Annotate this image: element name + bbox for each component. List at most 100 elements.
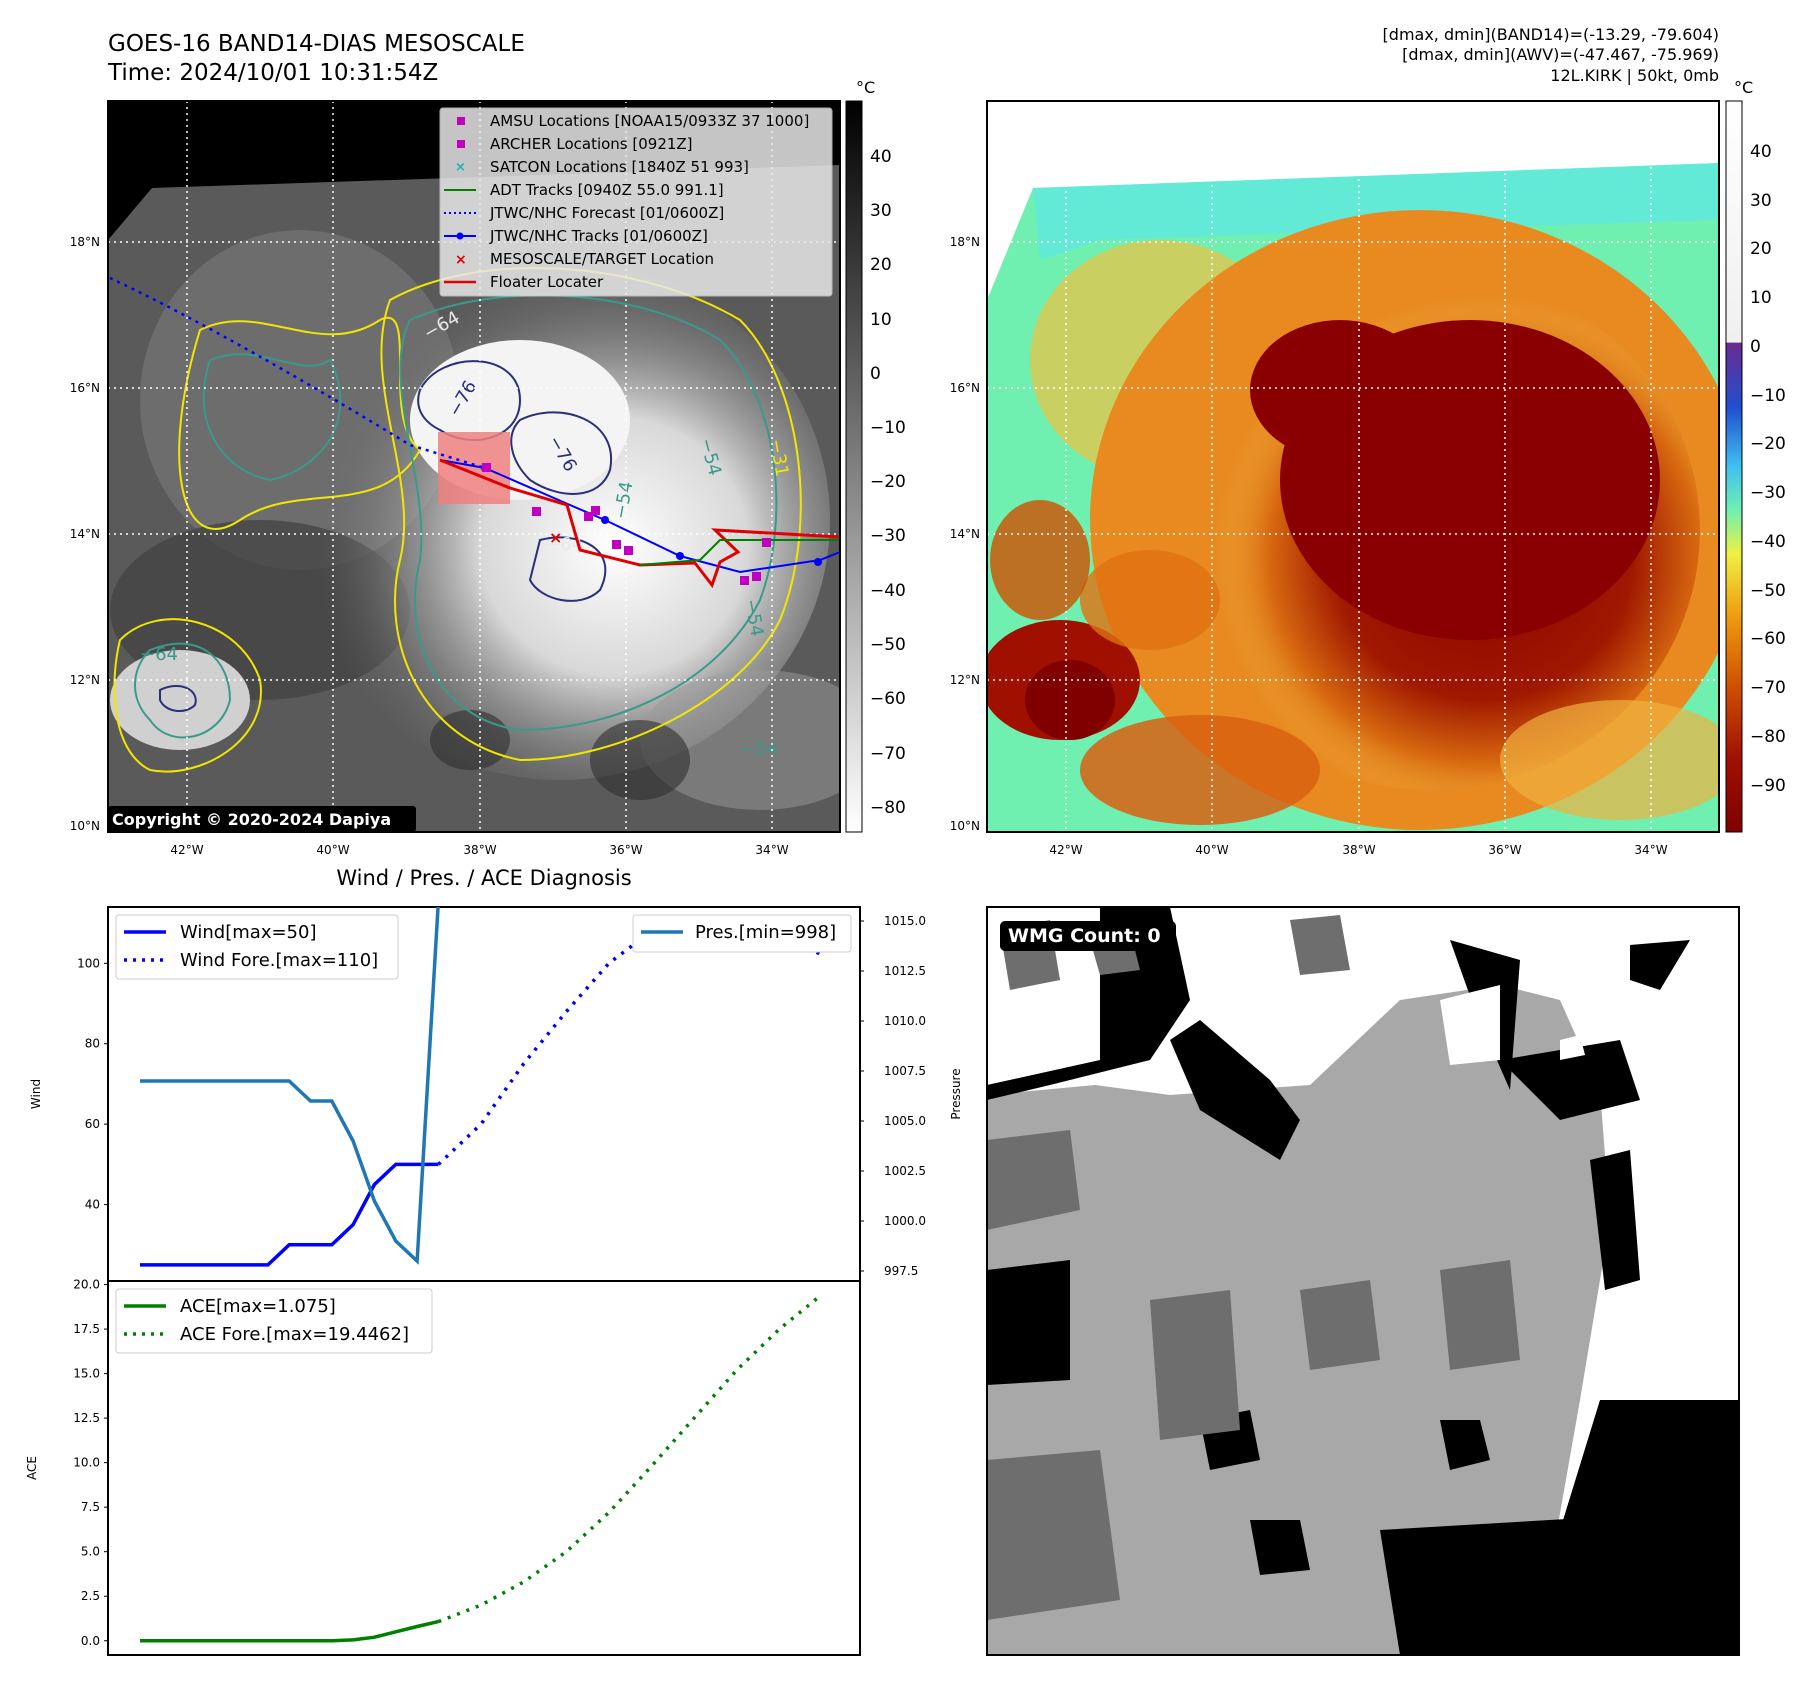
ace-tick-label: 12.5 (73, 1411, 100, 1425)
svg-text:30: 30 (870, 201, 892, 221)
svg-text:10°N: 10°N (950, 819, 980, 833)
info-band14: [dmax, dmin](BAND14)=(-13.29, -79.604) (1383, 25, 1719, 44)
ace-tick-label: 10.0 (73, 1456, 100, 1470)
legend-target: MESOSCALE/TARGET Location (490, 250, 714, 268)
svg-text:−70: −70 (870, 744, 906, 764)
main-title: GOES-16 BAND14-DIAS MESOSCALE (108, 31, 525, 57)
svg-text:20: 20 (1750, 239, 1772, 259)
legend-forecast: JTWC/NHC Forecast [01/0600Z] (489, 204, 724, 222)
pressure-axis-label: Pressure (949, 1068, 963, 1119)
pressure-line (140, 907, 440, 1265)
svg-text:−40: −40 (1750, 532, 1786, 552)
color-ir-map-ticks: 42°W 40°W 38°W 36°W 34°W 18°N 16°N 14°N … (950, 235, 1668, 857)
color-ir-colorbar: °C 40 30 20 10 0 −10 −20 −30 −40 −50 −60… (1725, 78, 1786, 833)
legend-wind-forecast: Wind Fore.[max=110] (180, 950, 378, 971)
svg-text:°C: °C (856, 78, 875, 97)
svg-text:×: × (455, 252, 467, 268)
pressure-tick-label: 1015.0 (884, 914, 926, 928)
pressure-tick-label: 1012.5 (884, 964, 926, 978)
ace-tick-label: 20.0 (73, 1278, 100, 1292)
svg-text:10°N: 10°N (70, 819, 100, 833)
floater-path (439, 458, 840, 589)
legend-satcon: SATCON Locations [1840Z 51 993] (490, 158, 749, 176)
svg-text:40: 40 (1750, 142, 1772, 162)
svg-text:−80: −80 (870, 798, 906, 818)
svg-text:16°N: 16°N (70, 381, 100, 395)
wmg-panel: WMG Count: 0 (986, 906, 1740, 1656)
wind-forecast-line (437, 921, 823, 1166)
svg-text:−60: −60 (870, 689, 906, 709)
best-track (439, 459, 840, 574)
ace-line (140, 1619, 439, 1643)
legend-archer: ARCHER Locations [0921Z] (490, 135, 693, 153)
wind-legend: Wind[max=50] Wind Fore.[max=110] (115, 914, 399, 980)
ace-legend: ACE[max=1.075] ACE Fore.[max=19.4462] (115, 1288, 433, 1354)
map-legend: × × AMSU Locations [NOAA15/0933Z 37 1000… (439, 107, 833, 297)
ace-tick-label: 17.5 (73, 1322, 100, 1336)
svg-text:14°N: 14°N (70, 527, 100, 541)
ace-tick-label: 5.0 (81, 1545, 100, 1559)
svg-text:−50: −50 (870, 635, 906, 655)
svg-text:°C: °C (1734, 78, 1753, 97)
info-storm: 12L.KIRK | 50kt, 0mb (1550, 66, 1719, 85)
color-ir-map-panel (986, 100, 1720, 833)
legend-ace-forecast: ACE Fore.[max=19.4462] (180, 1324, 409, 1345)
info-awv: [dmax, dmin](AWV)=(-47.467, -75.969) (1402, 45, 1719, 64)
target-marker: × (549, 528, 562, 547)
ace-tick-label: 7.5 (81, 1500, 100, 1514)
wind-tick-label: 100 (77, 956, 100, 970)
floater-box (438, 432, 510, 504)
svg-text:18°N: 18°N (70, 235, 100, 249)
svg-text:40: 40 (870, 147, 892, 167)
ir-colorbar: °C 40 30 20 10 0 −10 −20 −30 −40 −50 −60… (845, 78, 906, 833)
svg-text:−30: −30 (870, 526, 906, 546)
svg-text:10: 10 (870, 310, 892, 330)
svg-text:20: 20 (870, 255, 892, 275)
timestamp: Time: 2024/10/01 10:31:54Z (107, 60, 438, 86)
ace-tick-label: 15.0 (73, 1367, 100, 1381)
copyright-label: Copyright © 2020-2024 Dapiya (112, 810, 391, 829)
diagnosis-title: Wind / Pres. / ACE Diagnosis (336, 866, 631, 890)
legend-wind: Wind[max=50] (180, 922, 317, 943)
ace-tick-label: 0.0 (81, 1634, 100, 1648)
svg-text:38°W: 38°W (463, 843, 496, 857)
svg-text:42°W: 42°W (170, 843, 203, 857)
svg-text:−10: −10 (1750, 386, 1786, 406)
wind-axis-label: Wind (29, 1079, 43, 1109)
pressure-tick-label: 1010.0 (884, 1014, 926, 1028)
pressure-tick-label: 997.5 (884, 1264, 918, 1278)
svg-text:0: 0 (1750, 337, 1761, 357)
svg-text:−80: −80 (1750, 727, 1786, 747)
contour-label: −54 (740, 739, 778, 760)
svg-text:34°W: 34°W (1634, 843, 1667, 857)
svg-text:−70: −70 (1750, 678, 1786, 698)
legend-adt: ADT Tracks [0940Z 55.0 991.1] (490, 181, 724, 199)
svg-text:−20: −20 (870, 472, 906, 492)
pressure-tick-label: 1005.0 (884, 1114, 926, 1128)
ace-tick-label: 2.5 (81, 1589, 100, 1603)
ace-chart: ACE 0.0 2.5 5.0 7.5 10.0 12.5 15.0 17.5 20.0 ACE… (25, 1278, 861, 1656)
svg-text:10: 10 (1750, 288, 1772, 308)
legend-tracks: JTWC/NHC Tracks [01/0600Z] (489, 227, 708, 245)
svg-text:12°N: 12°N (70, 673, 100, 687)
svg-text:34°W: 34°W (755, 843, 788, 857)
wind-line (140, 1162, 439, 1267)
wind-tick-label: 80 (85, 1037, 100, 1051)
svg-text:×: × (455, 160, 466, 175)
adt-path (639, 539, 840, 566)
svg-text:40°W: 40°W (1195, 843, 1228, 857)
pressure-tick-label: 1000.0 (884, 1214, 926, 1228)
legend-amsu: AMSU Locations [NOAA15/0933Z 37 1000] (490, 112, 809, 130)
pressure-legend: Pres.[min=998] (632, 914, 852, 953)
legend-pressure: Pres.[min=998] (695, 922, 836, 943)
svg-text:12°N: 12°N (950, 673, 980, 687)
legend-floater: Floater Locater (490, 273, 604, 291)
svg-text:−90: −90 (1750, 776, 1786, 796)
pressure-tick-label: 1007.5 (884, 1064, 926, 1078)
svg-text:40°W: 40°W (316, 843, 349, 857)
svg-text:30: 30 (1750, 191, 1772, 211)
ace-axis-label: ACE (25, 1456, 39, 1480)
pressure-tick-label: 1002.5 (884, 1164, 926, 1178)
svg-text:−10: −10 (870, 418, 906, 438)
